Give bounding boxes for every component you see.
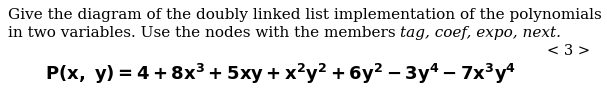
Text: Give the diagram of the doubly linked list implementation of the polynomials: Give the diagram of the doubly linked li… <box>8 8 602 22</box>
Text: $\mathbf{P(x,\ y) = 4 + 8x^3 + 5xy + x^2y^2 + 6y^2 - 3y^4 - 7x^3y^4}$: $\mathbf{P(x,\ y) = 4 + 8x^3 + 5xy + x^2… <box>45 62 516 86</box>
Text: < 3 >: < 3 > <box>547 44 590 58</box>
Text: in two variables. Use the nodes with the members: in two variables. Use the nodes with the… <box>8 26 401 40</box>
Text: tag, coef, expo, next.: tag, coef, expo, next. <box>401 26 561 40</box>
